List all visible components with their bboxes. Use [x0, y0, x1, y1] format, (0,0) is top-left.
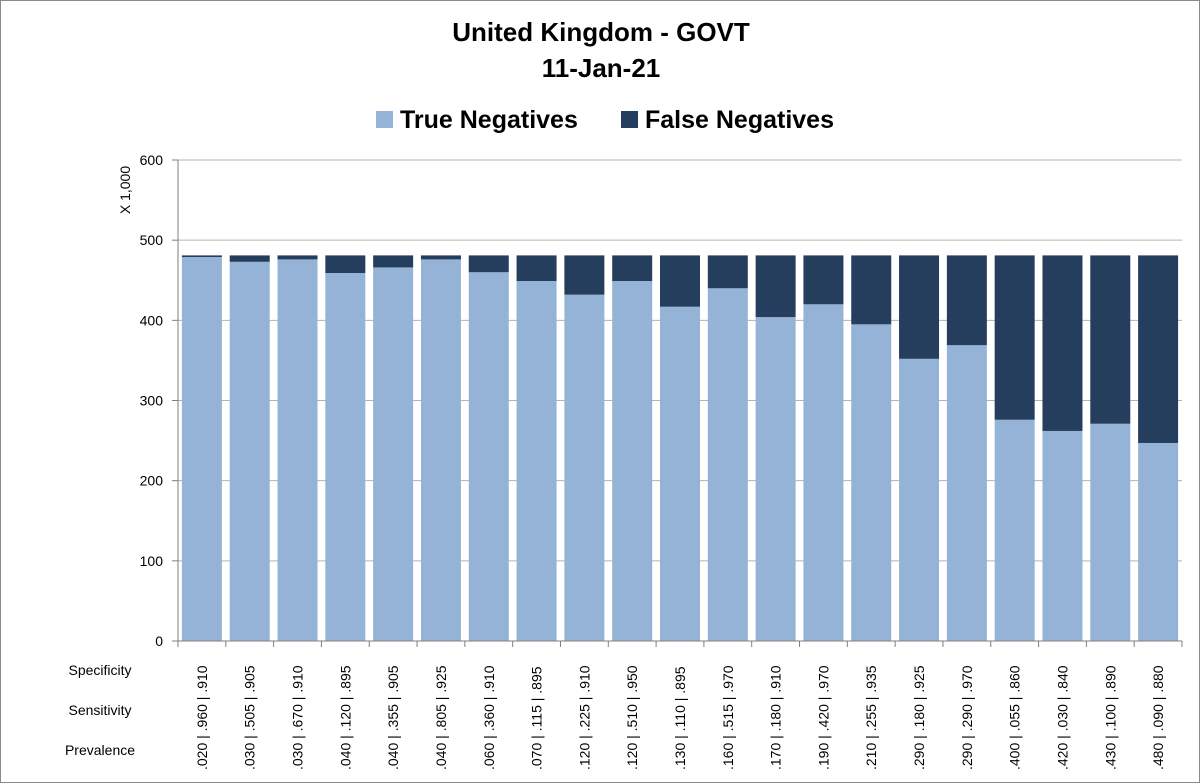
- bar-true-negatives-6: [468, 272, 509, 641]
- row-label-sensitivity: Sensitivity: [68, 702, 131, 718]
- bar-true-negatives-12: [755, 317, 796, 641]
- bar-true-negatives-10: [660, 306, 700, 641]
- bar-true-negatives-16: [946, 345, 987, 641]
- x-category-label-3: .040 | .120 | .895: [337, 665, 353, 770]
- x-category-label-7: .070 | .115 | .895: [529, 666, 545, 770]
- x-category-label-19: .430 | .100 | .890: [1102, 665, 1118, 770]
- x-category-label-17: .400 | .055 | .860: [1007, 665, 1023, 770]
- bar-true-negatives-11: [707, 288, 748, 641]
- x-category-label-4: .040 | .355 | .905: [385, 665, 401, 770]
- y-tick-label-600: 600: [140, 152, 164, 168]
- x-category-label-8: .120 | .225 | .910: [576, 665, 592, 770]
- x-category-label-12: .170 | .180 | .910: [768, 665, 784, 770]
- bar-false-negatives-12: [755, 255, 796, 318]
- bar-false-negatives-5: [420, 255, 461, 260]
- y-tick-label-200: 200: [140, 473, 164, 489]
- x-category-label-15: .290 | .180 | .925: [911, 665, 927, 770]
- bar-false-negatives-18: [1042, 255, 1083, 431]
- bar-false-negatives-19: [1090, 255, 1131, 424]
- x-category-label-13: .190 | .420 | .970: [815, 665, 831, 770]
- bar-true-negatives-19: [1090, 423, 1131, 641]
- bar-true-negatives-8: [564, 294, 605, 641]
- x-category-label-6: .060 | .360 | .910: [481, 665, 497, 770]
- bar-true-negatives-13: [803, 304, 844, 641]
- x-category-label-9: .120 | .510 | .950: [624, 665, 640, 770]
- x-category-label-16: .290 | .290 | .970: [959, 665, 975, 770]
- y-tick-label-0: 0: [155, 633, 163, 649]
- bars: [181, 255, 1179, 641]
- legend-label-true-negatives: True Negatives: [400, 106, 578, 134]
- y-tick-label-500: 500: [140, 232, 164, 248]
- bar-false-negatives-1: [229, 255, 270, 262]
- x-category-label-1: .030 | .505 | .905: [242, 665, 258, 770]
- axes: [172, 159, 1183, 647]
- legend-label-false-negatives: False Negatives: [645, 106, 834, 134]
- bar-false-negatives-8: [564, 255, 605, 295]
- bar-false-negatives-0: [181, 255, 222, 258]
- bar-false-negatives-17: [994, 255, 1035, 420]
- bar-false-negatives-7: [516, 255, 557, 282]
- bar-false-negatives-10: [660, 255, 700, 307]
- y-tick-label-100: 100: [140, 553, 164, 569]
- x-category-label-10: .130 | .110 | .895: [672, 666, 688, 770]
- row-label-prevalence: Prevalence: [65, 742, 135, 758]
- bar-false-negatives-20: [1138, 255, 1179, 443]
- bar-false-negatives-11: [707, 255, 748, 289]
- bar-true-negatives-14: [851, 324, 892, 641]
- bar-true-negatives-20: [1138, 442, 1179, 641]
- x-category-label-2: .030 | .670 | .910: [290, 665, 306, 770]
- bar-false-negatives-6: [468, 255, 509, 273]
- x-category-label-20: .480 | .090 | .880: [1150, 665, 1166, 770]
- bar-true-negatives-2: [277, 259, 318, 641]
- bar-false-negatives-15: [899, 255, 940, 359]
- chart-subtitle: 11-Jan-21: [542, 53, 661, 83]
- legend: True Negatives False Negatives: [376, 106, 834, 134]
- bar-true-negatives-18: [1042, 430, 1083, 641]
- bar-false-negatives-3: [325, 255, 366, 274]
- bar-true-negatives-3: [325, 273, 366, 641]
- bar-true-negatives-7: [516, 281, 557, 641]
- y-tick-label-300: 300: [140, 393, 164, 409]
- row-label-specificity: Specificity: [68, 662, 131, 678]
- x-category-label-0: .020 | .960 | .910: [194, 665, 210, 770]
- bar-true-negatives-15: [899, 358, 940, 641]
- x-category-labels: .020 | .960 | .910 .030 | .505 | .905 .030…: [194, 665, 1166, 770]
- x-category-label-11: .160 | .515 | .970: [720, 665, 736, 770]
- x-category-label-18: .420 | .030 | .840: [1054, 665, 1070, 770]
- bar-true-negatives-5: [420, 259, 461, 641]
- bar-false-negatives-13: [803, 255, 844, 305]
- bar-true-negatives-9: [612, 281, 653, 641]
- legend-swatch-true-negatives: [376, 111, 393, 128]
- bar-false-negatives-2: [277, 255, 318, 260]
- bar-true-negatives-1: [229, 261, 270, 641]
- chart-title: United Kingdom - GOVT: [452, 17, 750, 47]
- y-tick-label-400: 400: [140, 312, 164, 328]
- bar-false-negatives-9: [612, 255, 653, 282]
- bar-true-negatives-4: [373, 267, 414, 641]
- bar-false-negatives-14: [851, 255, 892, 325]
- y-tick-labels: 0 100 200 300 400 500 600: [140, 152, 164, 649]
- bar-false-negatives-4: [373, 255, 414, 268]
- legend-swatch-false-negatives: [621, 111, 638, 128]
- bar-false-negatives-16: [946, 255, 987, 346]
- y-axis-label: X 1,000: [117, 166, 133, 214]
- x-category-label-5: .040 | .805 | .925: [433, 665, 449, 770]
- bar-true-negatives-17: [994, 419, 1035, 641]
- x-category-label-14: .210 | .255 | .935: [863, 665, 879, 770]
- bar-true-negatives-0: [181, 257, 222, 641]
